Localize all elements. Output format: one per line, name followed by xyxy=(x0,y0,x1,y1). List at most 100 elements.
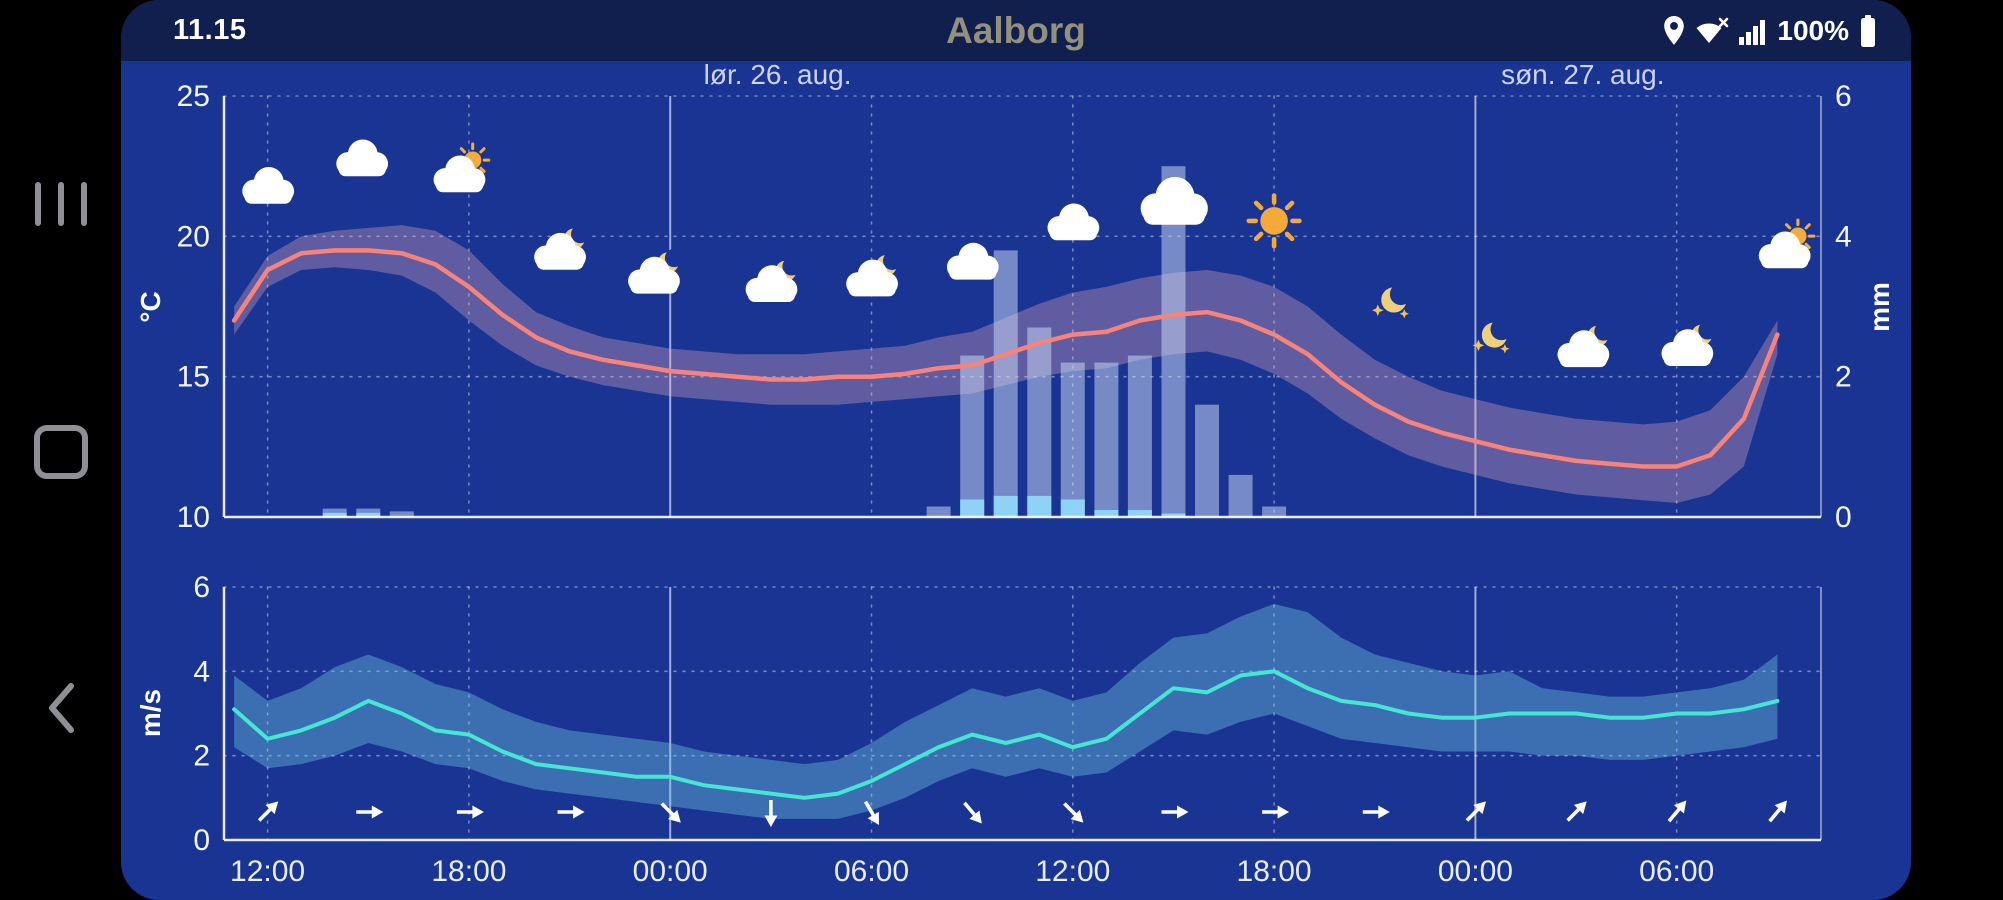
svg-text:6: 6 xyxy=(193,571,210,604)
device-bezel-left xyxy=(0,0,121,900)
precip-min-bar xyxy=(1161,513,1186,517)
weather-icon-cloudy xyxy=(336,139,389,177)
temperature-line xyxy=(231,248,1780,469)
weather-icon-partly-cloudy-night xyxy=(846,251,902,297)
precip-max-bar xyxy=(389,511,414,517)
precip-min-bar xyxy=(322,512,347,517)
precip-max-bar xyxy=(926,506,951,517)
weather-icon-partly-cloudy-night xyxy=(628,248,684,294)
back-chevron-icon xyxy=(48,683,74,733)
wind-direction-arrow xyxy=(963,801,982,824)
weather-icon-partly-sunny xyxy=(433,142,491,193)
svg-text:0: 0 xyxy=(193,824,210,857)
svg-text:00:00: 00:00 xyxy=(633,855,708,888)
weather-icon-clear-night xyxy=(1372,283,1412,319)
wind-direction-arrow xyxy=(1362,805,1390,819)
weather-icons xyxy=(242,139,1816,368)
weather-icon-partly-cloudy-night xyxy=(1557,322,1613,368)
nav-home-button[interactable] xyxy=(0,424,121,480)
svg-text:25: 25 xyxy=(177,80,210,113)
svg-text:4: 4 xyxy=(193,655,210,688)
nav-back-button[interactable] xyxy=(0,678,121,738)
temp-axis-title: °C xyxy=(135,291,166,322)
battery-icon xyxy=(1861,14,1875,47)
weather-icon-partly-sunny xyxy=(1758,218,1816,269)
wind-direction-arrow xyxy=(456,805,484,819)
weather-icon-cloudy xyxy=(1047,203,1100,241)
temp-axis-labels: 25 20 15 10 °C xyxy=(135,80,210,534)
weather-icon-cloudy-large xyxy=(1140,176,1208,225)
wind-direction-arrow xyxy=(1063,802,1084,823)
wifi-limited-icon xyxy=(1696,17,1729,43)
wind-direction-arrow xyxy=(557,805,585,819)
wind-uncertainty-band xyxy=(234,603,1778,819)
weather-icon-clear-night xyxy=(1472,318,1513,354)
svg-text:6: 6 xyxy=(1835,80,1852,113)
wind-direction-arrow xyxy=(1161,805,1189,819)
svg-text:10: 10 xyxy=(177,501,210,534)
weather-icon-partly-cloudy-night xyxy=(745,257,801,302)
precip-max-bar xyxy=(1127,355,1152,517)
precip-max-bar xyxy=(960,355,985,517)
status-time: 11.15 xyxy=(173,14,247,46)
battery-percent: 100% xyxy=(1777,14,1849,46)
wind-direction-arrow xyxy=(863,800,879,825)
svg-text:12:00: 12:00 xyxy=(1035,855,1110,888)
wind-speed-line xyxy=(232,669,1780,800)
precip-max-bar xyxy=(1094,362,1119,517)
svg-text:06:00: 06:00 xyxy=(834,855,909,888)
signal-strength-icon xyxy=(1739,19,1766,45)
wind-axis-title: m/s xyxy=(135,689,166,737)
svg-text:18:00: 18:00 xyxy=(1237,855,1312,888)
app-title: Aalborg xyxy=(946,9,1086,51)
wind-direction-arrow xyxy=(1262,805,1290,819)
wind-axis-labels: 6 4 2 0 m/s xyxy=(135,571,210,857)
precip-max-bar xyxy=(1195,404,1219,517)
svg-text:2: 2 xyxy=(193,740,210,773)
home-icon xyxy=(33,425,88,479)
svg-text:15: 15 xyxy=(177,361,210,394)
weather-icon-partly-cloudy-night xyxy=(534,224,590,270)
status-icons: 100% xyxy=(1663,14,1877,47)
weather-icon-partly-cloudy-night xyxy=(1661,321,1717,366)
weather-icon-cloudy xyxy=(242,167,295,204)
precip-max-bar xyxy=(1060,362,1085,517)
precip-min-bar xyxy=(356,512,381,517)
precip-max-bar xyxy=(1262,506,1287,517)
wind-direction-arrow xyxy=(1667,800,1687,823)
precipitation-bars xyxy=(322,166,1287,517)
wind-direction-arrow xyxy=(356,805,384,819)
wind-direction-arrow xyxy=(660,802,681,823)
nav-recents-button[interactable] xyxy=(0,178,121,230)
precip-max-bar xyxy=(1027,327,1052,517)
precip-min-bar xyxy=(1060,499,1085,517)
precip-min-bar xyxy=(1027,495,1052,517)
wind-direction-arrow xyxy=(1566,801,1587,822)
precip-min-bar xyxy=(1094,510,1119,517)
weather-icon-cloudy xyxy=(946,242,999,280)
recents-icon xyxy=(57,182,64,226)
location-icon xyxy=(1664,15,1685,45)
weather-icon-sunny xyxy=(1246,193,1302,249)
svg-text:2: 2 xyxy=(1835,361,1852,394)
svg-text:4: 4 xyxy=(1835,220,1852,253)
wind-direction-arrows xyxy=(257,800,1788,827)
status-bar: 11.15 Aalborg 100% xyxy=(121,0,1911,61)
svg-text:00:00: 00:00 xyxy=(1438,855,1513,888)
precip-min-bar xyxy=(1127,510,1152,517)
precip-axis-title: mm xyxy=(1864,282,1895,332)
svg-text:lør. 26. aug.: lør. 26. aug. xyxy=(704,59,852,90)
wind-direction-arrow xyxy=(1768,800,1788,823)
weather-app-screen: 25 20 15 10 °C 6 4 2 0 mm lør. 26. aug. søn. 27. au… xyxy=(121,0,1911,900)
precip-min-bar xyxy=(960,499,985,517)
recents-icon xyxy=(80,182,87,226)
time-axis-labels: 12:00 18:00 00:00 06:00 12:00 18:00 00:00 06:00 xyxy=(230,855,1714,888)
wind-direction-arrow xyxy=(1465,801,1487,822)
wind-direction-arrow xyxy=(764,800,778,827)
precip-max-bar xyxy=(1228,474,1253,517)
svg-text:søn. 27. aug.: søn. 27. aug. xyxy=(1501,59,1664,90)
wind-direction-arrow xyxy=(257,801,279,822)
precip-max-bar xyxy=(993,250,1018,517)
svg-text:0: 0 xyxy=(1835,501,1852,534)
